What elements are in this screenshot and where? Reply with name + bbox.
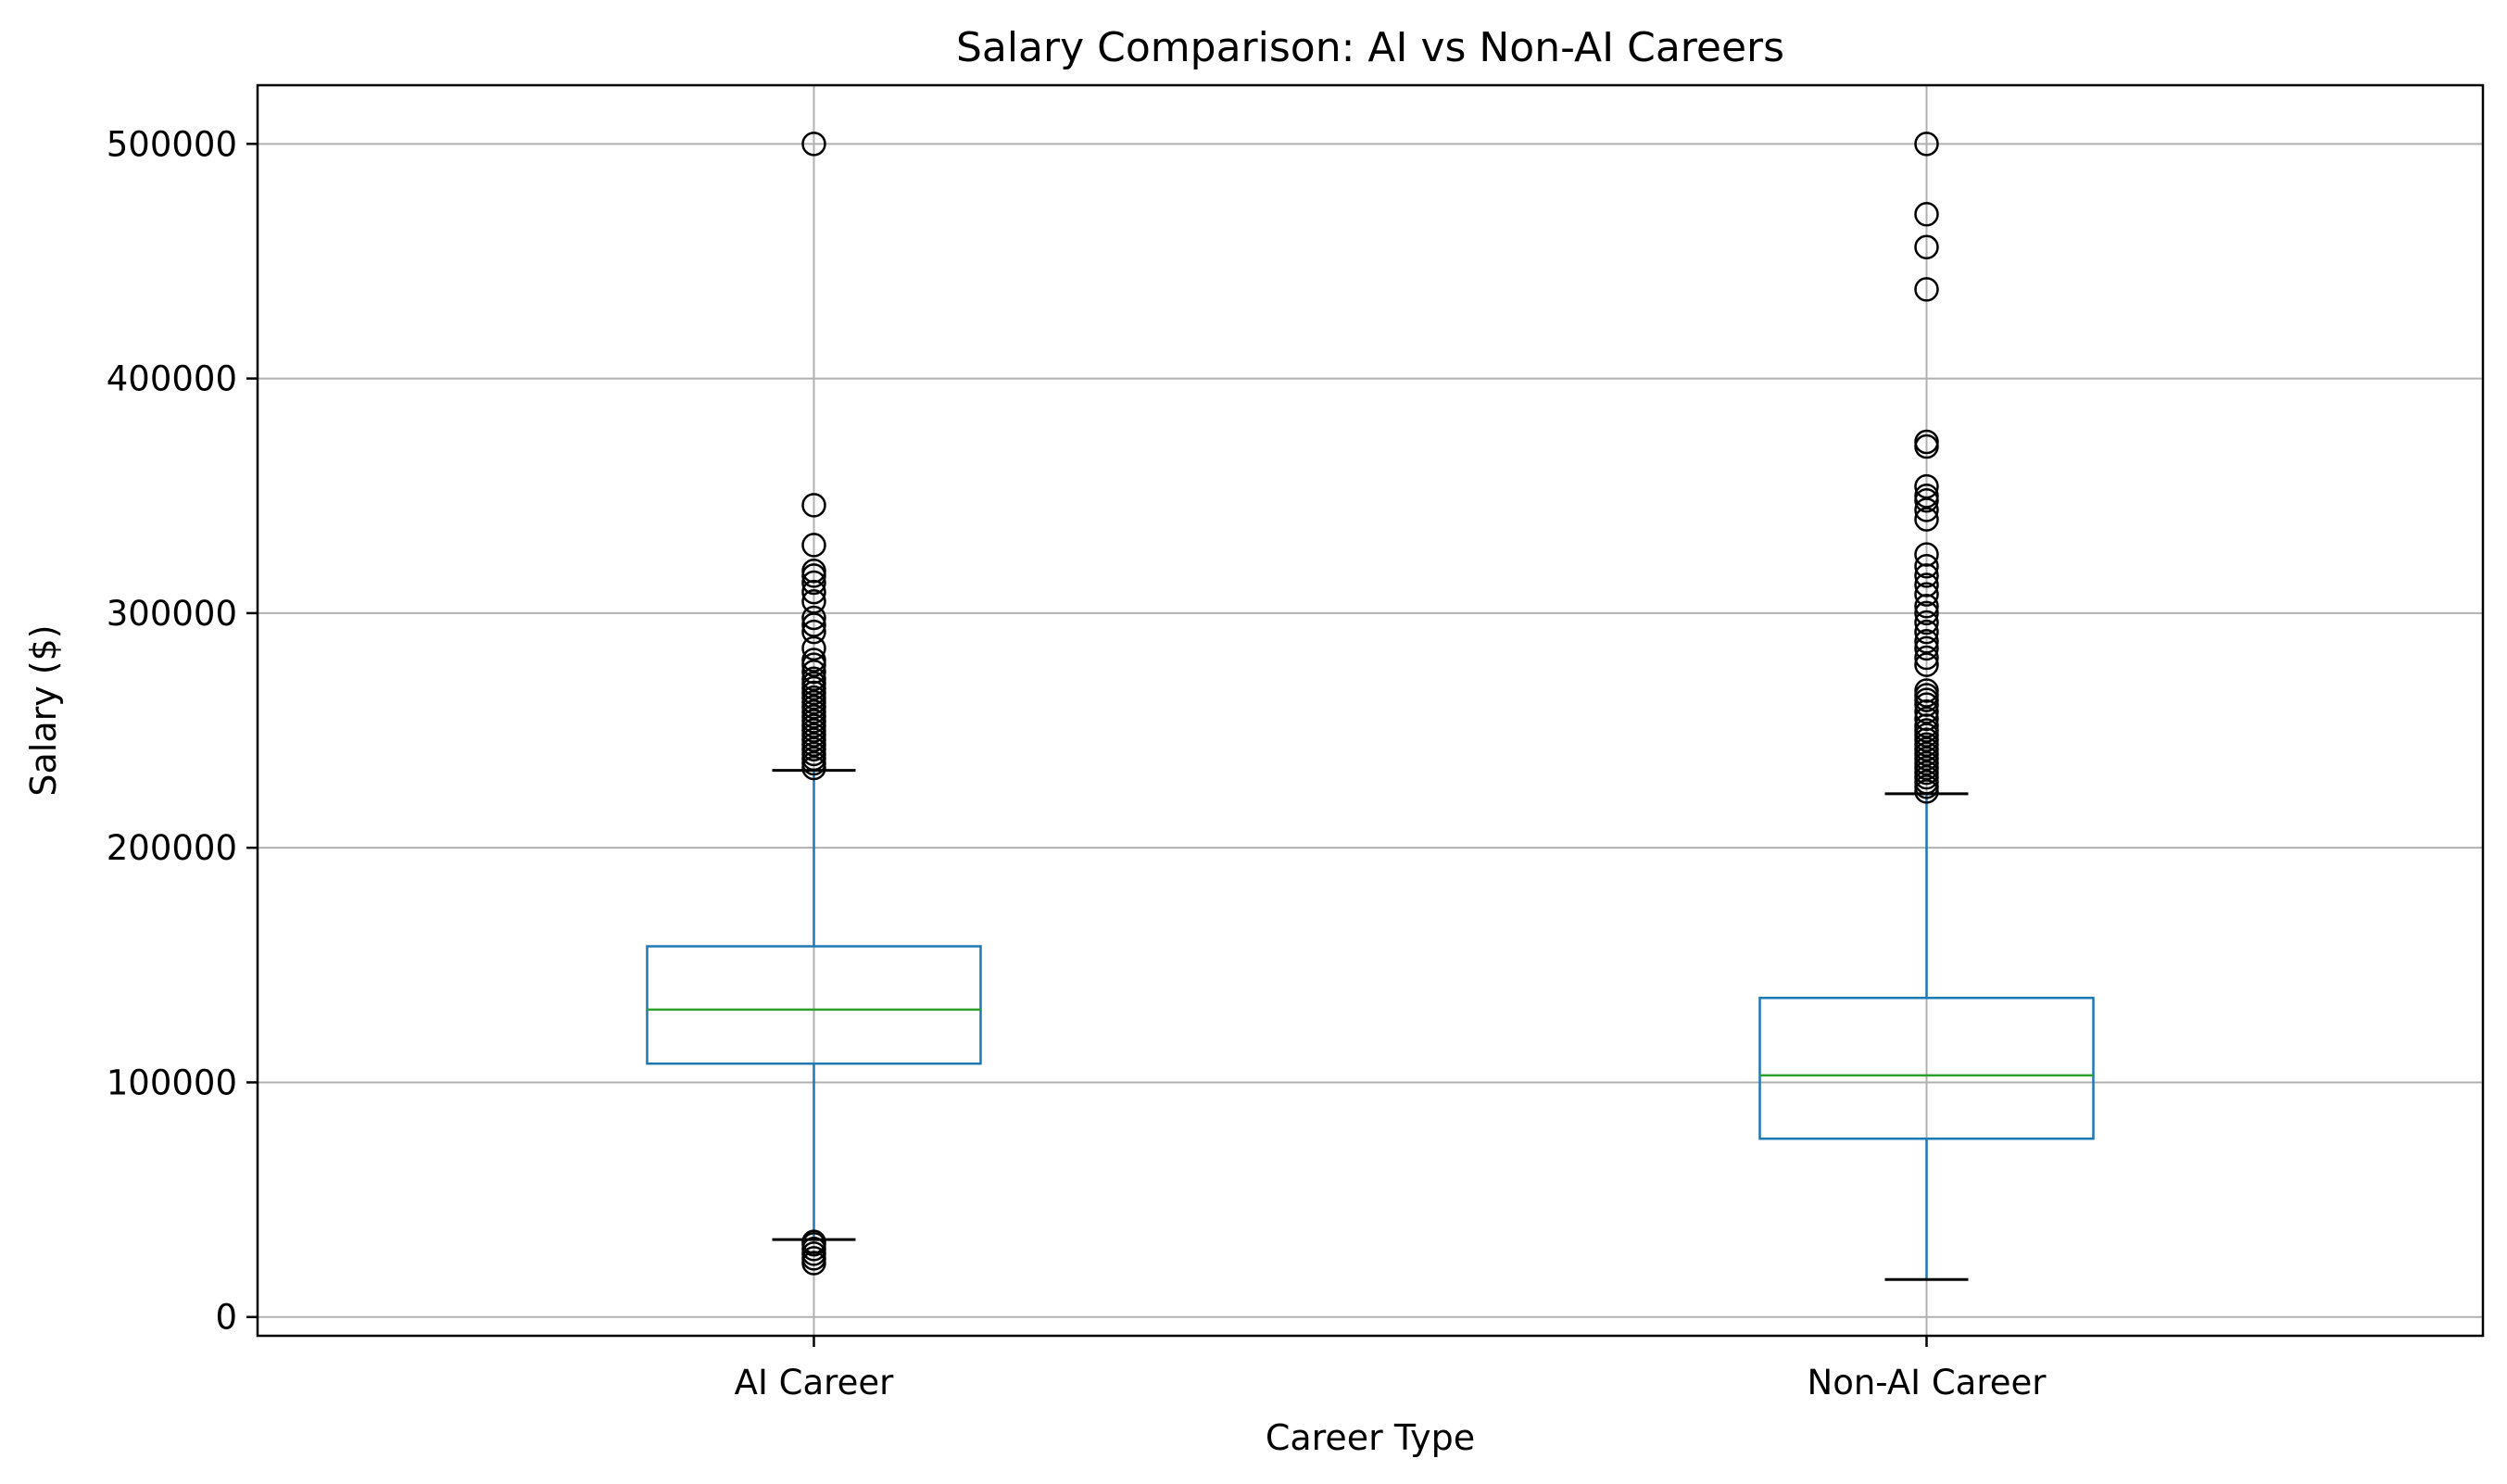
outlier-point (1914, 542, 1939, 567)
y-tick-label: 400000 (107, 359, 237, 399)
x-axis-label: Career Type (1266, 1417, 1475, 1458)
x-tick-label: AI Career (735, 1363, 894, 1402)
outlier-point (1914, 706, 1939, 732)
outlier-point (801, 533, 826, 558)
outlier-point (801, 612, 826, 637)
plot-area-frame (256, 83, 2485, 1338)
outlier-point (801, 588, 826, 614)
outlier-point (1914, 202, 1939, 227)
outlier-point (1914, 678, 1939, 703)
outlier-point (801, 619, 826, 645)
chart-title: Salary Comparison: AI vs Non-AI Careers (956, 24, 1784, 71)
y-tick-label: 500000 (107, 124, 237, 164)
outlier-point (801, 132, 826, 157)
outlier-point (801, 493, 826, 518)
outlier-point (1914, 429, 1939, 455)
y-axis-label: Salary ($) (23, 624, 64, 796)
outlier-point (801, 559, 826, 584)
outlier-point (1914, 635, 1939, 661)
outlier-point (801, 635, 826, 661)
outlier-point (1914, 652, 1939, 677)
outlier-point (801, 666, 826, 692)
x-axis-ticks: AI Career Non-AI Career (735, 1336, 2047, 1402)
outlier-point (1914, 497, 1939, 522)
y-tick-label: 300000 (107, 594, 237, 634)
outlier-point (801, 605, 826, 631)
iqr-box (1758, 997, 2095, 1140)
outlier-point (1914, 132, 1939, 157)
outlier-point (801, 1229, 826, 1254)
outlier-point (801, 570, 826, 596)
y-tick-label: 100000 (107, 1063, 237, 1102)
outlier-point (1914, 234, 1939, 260)
outlier-point (1914, 629, 1939, 654)
outlier-point (1914, 645, 1939, 671)
outlier-point (1914, 582, 1939, 607)
box-group-ai-career (646, 132, 982, 1276)
outlier-point (801, 648, 826, 673)
outlier-point (1914, 600, 1939, 626)
outlier-point (1914, 483, 1939, 509)
outlier-point (1914, 610, 1939, 635)
box-plot-series (646, 132, 2095, 1281)
x-tick-label: Non-AI Career (1808, 1363, 2047, 1402)
outlier-point (1914, 619, 1939, 645)
box-group-non-ai-career (1758, 132, 2095, 1281)
outlier-point (1914, 473, 1939, 499)
outlier-point (1914, 572, 1939, 597)
y-tick-label: 200000 (107, 828, 237, 868)
grid-lines (258, 85, 2483, 1336)
iqr-box (646, 945, 982, 1065)
outlier-point (1914, 553, 1939, 579)
y-axis-ticks: 0 100000 200000 300000 400000 500000 (107, 124, 258, 1338)
outlier-point (1914, 507, 1939, 532)
outlier-point (1914, 277, 1939, 302)
y-tick-label: 0 (215, 1298, 237, 1338)
outlier-point (801, 659, 826, 685)
